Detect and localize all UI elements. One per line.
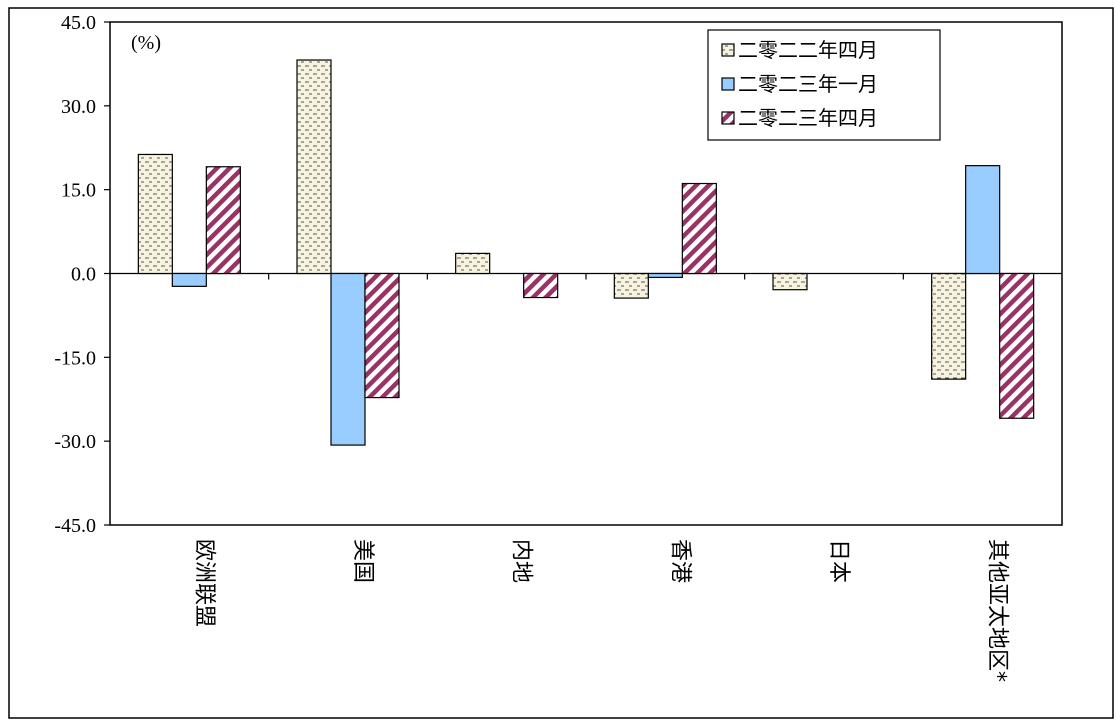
y-tick-label: 30.0 <box>61 96 96 118</box>
bar-series-1-2 <box>455 252 491 275</box>
chart-outer-border <box>8 7 1114 719</box>
y-tick-label: -45.0 <box>54 515 96 537</box>
bar-series-2-5 <box>965 165 1001 275</box>
y-tick-label: -15.0 <box>54 347 96 369</box>
bar-series-3-3 <box>681 182 717 275</box>
category-label: 美国 <box>350 539 375 583</box>
bar-series-2-0 <box>171 272 207 287</box>
unit-label: (%) <box>131 32 161 54</box>
legend-label: 二零二二年四月 <box>738 38 878 62</box>
category-label: 内地 <box>509 539 534 583</box>
bar-series-1-0 <box>137 153 173 275</box>
x-axis-categories: 欧洲联盟 美国 内地 香港 日本 其他亚太地区* <box>191 539 1009 682</box>
y-tick-label: 0.0 <box>71 264 96 286</box>
legend-swatch <box>721 77 735 91</box>
bar-series-3-2 <box>523 272 559 299</box>
legend-label: 二零二三年四月 <box>738 106 878 130</box>
y-axis: 45.0 30.0 15.0 0.0 -15.0 -30.0 -45.0 <box>54 12 110 537</box>
legend-box <box>707 29 941 141</box>
bar-series-3-0 <box>205 166 241 275</box>
category-label: 欧洲联盟 <box>191 539 216 627</box>
legend-swatch <box>721 43 735 57</box>
legend-swatch <box>721 111 735 125</box>
category-label: 香港 <box>667 539 692 583</box>
bars <box>137 59 1035 446</box>
category-label: 日本 <box>826 539 851 583</box>
bar-series-3-5 <box>999 272 1035 419</box>
y-tick-label: 45.0 <box>61 12 96 34</box>
bar-series-3-1 <box>364 272 400 399</box>
y-tick-label: -30.0 <box>54 431 96 453</box>
bar-series-2-1 <box>330 272 366 446</box>
zero-line <box>110 272 1062 280</box>
bar-series-1-3 <box>613 272 649 299</box>
bar-series-1-1 <box>296 59 332 275</box>
bar-series-1-4 <box>772 272 808 291</box>
bar-series-2-3 <box>647 272 683 279</box>
bar-series-1-5 <box>931 272 967 380</box>
category-label: 其他亚太地区* <box>985 539 1010 682</box>
legend-label: 二零二三年一月 <box>738 72 878 96</box>
y-tick-label: 15.0 <box>61 180 96 202</box>
